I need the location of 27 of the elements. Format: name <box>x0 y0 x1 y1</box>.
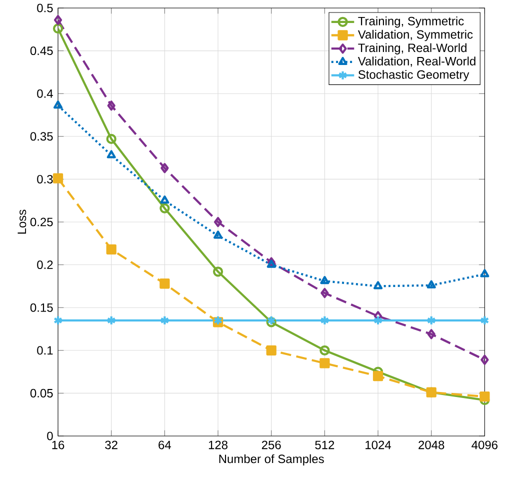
y-tick-label: 0.05 <box>30 388 53 398</box>
y-axis-title: Loss <box>18 210 26 234</box>
x-tick-label: 128 <box>208 440 228 450</box>
y-tick-label: 0.4 <box>37 89 53 98</box>
legend-label: Stochastic Geometry <box>358 70 470 82</box>
y-tick-label: 0.25 <box>30 218 53 226</box>
y-tick-label: 0.5 <box>37 4 53 12</box>
x-tick-label: 32 <box>105 440 118 450</box>
x-tick-label: 256 <box>262 440 281 450</box>
x-tick-label: 64 <box>158 440 171 450</box>
y-tick-label: 0.3 <box>37 174 53 184</box>
x-tick-label: 512 <box>315 440 334 450</box>
legend-label: Training, Symmetric <box>358 16 464 28</box>
x-tick-label: 4096 <box>472 440 498 450</box>
y-tick-label: 0.35 <box>30 132 53 141</box>
x-tick-label: 2048 <box>418 440 444 450</box>
y-tick-label: 0.15 <box>30 303 53 312</box>
legend-label: Validation, Real-World <box>358 56 476 67</box>
legend-label: Training, Real-World <box>358 43 466 54</box>
x-axis-title: Number of Samples <box>219 454 324 466</box>
x-tick-label: 1024 <box>366 440 391 450</box>
x-tick-label: 16 <box>52 440 64 450</box>
y-tick-label: 0.45 <box>30 46 53 56</box>
y-tick-label: 0.2 <box>37 260 53 270</box>
legend-label: Validation, Symmetric <box>358 30 473 42</box>
y-tick-label: 0.1 <box>37 346 53 355</box>
y-tick-label: 0 <box>47 432 53 440</box>
